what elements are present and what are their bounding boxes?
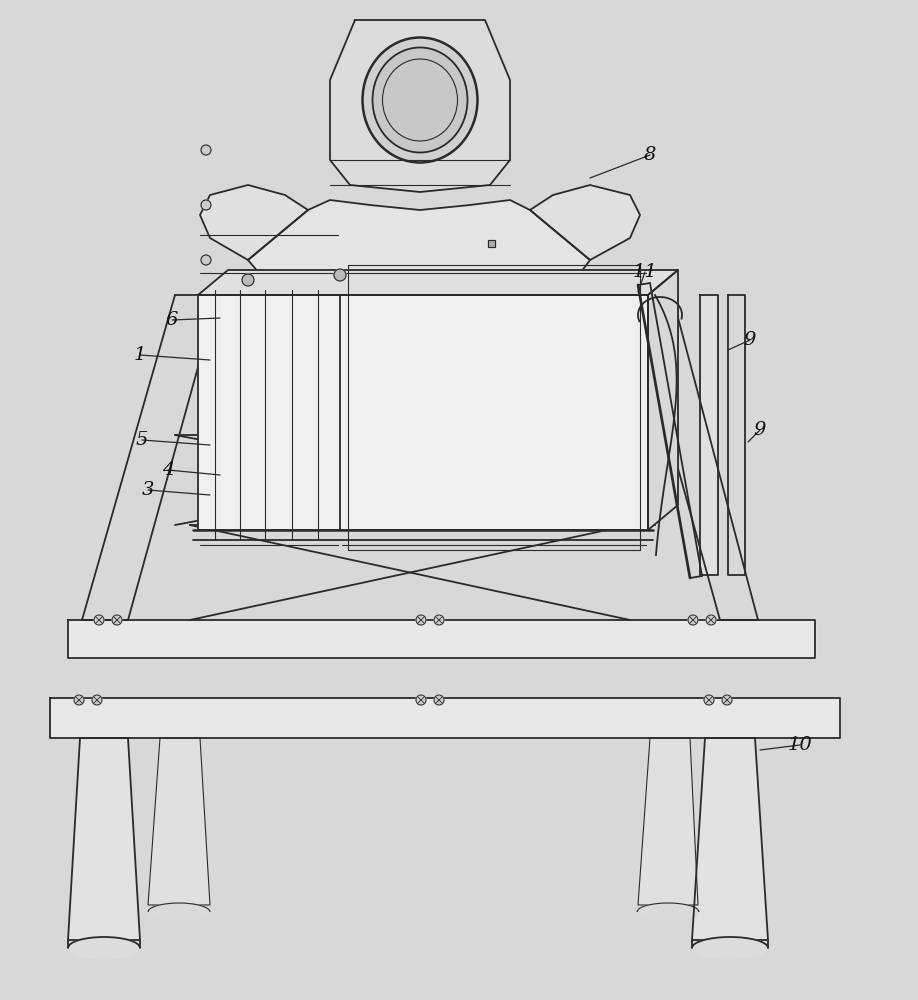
Polygon shape (198, 270, 678, 295)
Text: 10: 10 (788, 736, 812, 754)
Polygon shape (638, 738, 698, 905)
Circle shape (434, 615, 444, 625)
Circle shape (688, 615, 698, 625)
Circle shape (434, 695, 444, 705)
Polygon shape (330, 20, 510, 192)
Text: 1: 1 (134, 346, 146, 364)
Circle shape (112, 615, 122, 625)
Ellipse shape (692, 937, 768, 959)
Circle shape (722, 695, 732, 705)
Text: 5: 5 (136, 431, 148, 449)
Circle shape (242, 274, 254, 286)
Circle shape (416, 615, 426, 625)
Circle shape (416, 695, 426, 705)
Bar (488, 240, 495, 247)
Circle shape (92, 695, 102, 705)
Circle shape (94, 615, 104, 625)
Text: 9: 9 (744, 331, 756, 349)
Polygon shape (68, 620, 815, 658)
Polygon shape (648, 270, 678, 530)
Ellipse shape (637, 903, 699, 921)
Circle shape (201, 145, 211, 155)
Polygon shape (200, 185, 308, 260)
Ellipse shape (148, 903, 210, 921)
Bar (488, 240, 495, 247)
Text: 4: 4 (162, 461, 174, 479)
Polygon shape (700, 295, 718, 575)
Text: 3: 3 (141, 481, 154, 499)
Polygon shape (68, 738, 140, 940)
Ellipse shape (68, 937, 140, 959)
Polygon shape (198, 295, 648, 530)
Circle shape (74, 695, 84, 705)
Text: 11: 11 (633, 263, 657, 281)
Ellipse shape (373, 47, 467, 152)
Polygon shape (692, 738, 768, 940)
Circle shape (201, 200, 211, 210)
Polygon shape (50, 698, 840, 738)
Polygon shape (530, 185, 640, 260)
Ellipse shape (363, 37, 477, 162)
Polygon shape (148, 738, 210, 905)
Text: 8: 8 (644, 146, 656, 164)
Circle shape (706, 615, 716, 625)
Circle shape (334, 269, 346, 281)
Text: 6: 6 (166, 311, 178, 329)
Circle shape (201, 255, 211, 265)
Polygon shape (248, 200, 590, 298)
Polygon shape (728, 295, 745, 575)
Text: 9: 9 (754, 421, 767, 439)
Circle shape (704, 695, 714, 705)
